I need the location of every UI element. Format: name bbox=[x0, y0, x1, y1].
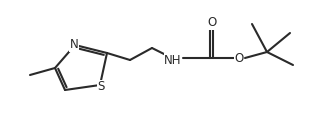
Text: S: S bbox=[97, 81, 105, 93]
Text: O: O bbox=[234, 52, 244, 66]
Text: O: O bbox=[207, 16, 216, 30]
Text: NH: NH bbox=[164, 54, 182, 66]
Text: N: N bbox=[70, 39, 78, 51]
